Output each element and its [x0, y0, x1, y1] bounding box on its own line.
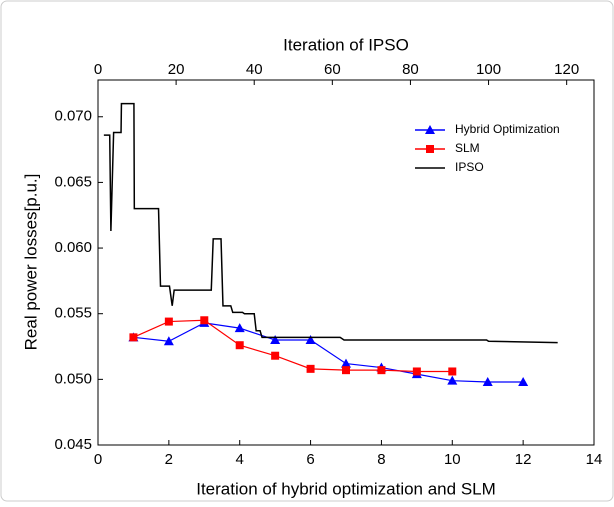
y-label: Real power losses[p.u.]	[21, 174, 40, 351]
series-line	[103, 102, 558, 344]
x-tick-label: 14	[586, 451, 603, 468]
x-tick-label: 0	[94, 451, 102, 468]
point	[342, 366, 350, 375]
point	[518, 376, 529, 386]
legend-label: Hybrid Optimization	[455, 122, 560, 136]
x2-tick-label: 40	[246, 61, 263, 78]
x2-tick-label: 20	[168, 61, 185, 78]
x-tick-label: 2	[165, 451, 173, 468]
series-line	[133, 322, 524, 383]
y-tick-label: 0.070	[54, 108, 92, 125]
point	[200, 316, 209, 325]
y-tick-label: 0.045	[54, 436, 92, 453]
point	[448, 367, 457, 376]
x-tick-label: 6	[306, 451, 314, 468]
point	[377, 366, 386, 375]
y-tick-label: 0.050	[54, 370, 92, 387]
point	[271, 351, 280, 360]
point	[164, 317, 173, 326]
x-tick-label: 4	[236, 451, 244, 468]
y-tick-label: 0.060	[54, 239, 92, 256]
x2-tick-label: 0	[94, 61, 102, 78]
point	[234, 323, 245, 333]
point	[306, 364, 315, 373]
x-tick-label: 12	[515, 451, 532, 468]
series-line	[133, 319, 453, 373]
legend-label: SLM	[455, 141, 480, 155]
point	[129, 333, 138, 342]
point	[163, 336, 174, 346]
point	[270, 334, 281, 344]
x-tick-label: 8	[377, 451, 385, 468]
x-label: Iteration of hybrid optimization and SLM	[196, 479, 496, 498]
legend-label: IPSO	[455, 160, 484, 174]
y-tick-label: 0.065	[54, 173, 92, 190]
point	[447, 375, 458, 385]
legend-marker	[426, 145, 434, 153]
point	[482, 376, 493, 386]
x2-tick-label: 100	[476, 61, 501, 78]
y-tick-label: 0.055	[54, 305, 92, 322]
plot-frame	[97, 79, 595, 446]
point	[235, 341, 244, 350]
x2-tick-label: 80	[402, 61, 419, 78]
x2-label: Iteration of IPSO	[283, 35, 409, 54]
x2-tick-label: 120	[554, 61, 579, 78]
point	[305, 334, 316, 344]
legend-marker	[425, 125, 435, 134]
x-tick-label: 10	[444, 451, 461, 468]
point	[341, 358, 351, 368]
point	[412, 367, 421, 376]
x2-tick-label: 60	[324, 61, 341, 78]
